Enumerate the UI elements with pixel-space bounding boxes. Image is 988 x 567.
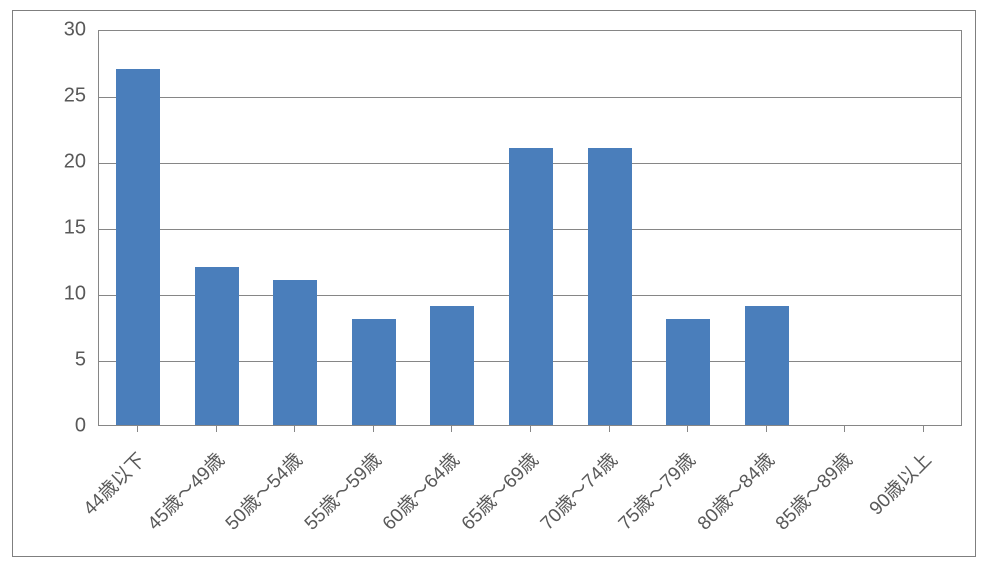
y-axis-tick-label: 15: [0, 217, 86, 240]
x-axis-tick-mark: [373, 426, 374, 432]
y-axis-tick-label: 0: [0, 415, 86, 438]
x-axis-tick-mark: [766, 426, 767, 432]
y-axis-tick-label: 10: [0, 283, 86, 306]
x-axis-tick-mark: [687, 426, 688, 432]
x-axis-tick-mark: [923, 426, 924, 432]
x-axis-tick-mark: [294, 426, 295, 432]
x-axis-tick-mark: [137, 426, 138, 432]
bar: [195, 267, 239, 425]
y-axis-tick-label: 5: [0, 349, 86, 372]
y-axis-tick-label: 20: [0, 151, 86, 174]
bar: [666, 319, 710, 425]
bar: [430, 306, 474, 425]
bar: [745, 306, 789, 425]
bar: [588, 148, 632, 425]
y-axis-tick-label: 25: [0, 85, 86, 108]
x-axis-tick-mark: [530, 426, 531, 432]
gridline: [99, 97, 961, 98]
y-axis-tick-label: 30: [0, 19, 86, 42]
bar: [273, 280, 317, 425]
x-axis-tick-mark: [216, 426, 217, 432]
bar: [116, 69, 160, 425]
x-axis-tick-mark: [609, 426, 610, 432]
x-axis-tick-mark: [451, 426, 452, 432]
x-axis-tick-mark: [844, 426, 845, 432]
bar: [509, 148, 553, 425]
plot-area: [98, 30, 962, 426]
bar: [352, 319, 396, 425]
